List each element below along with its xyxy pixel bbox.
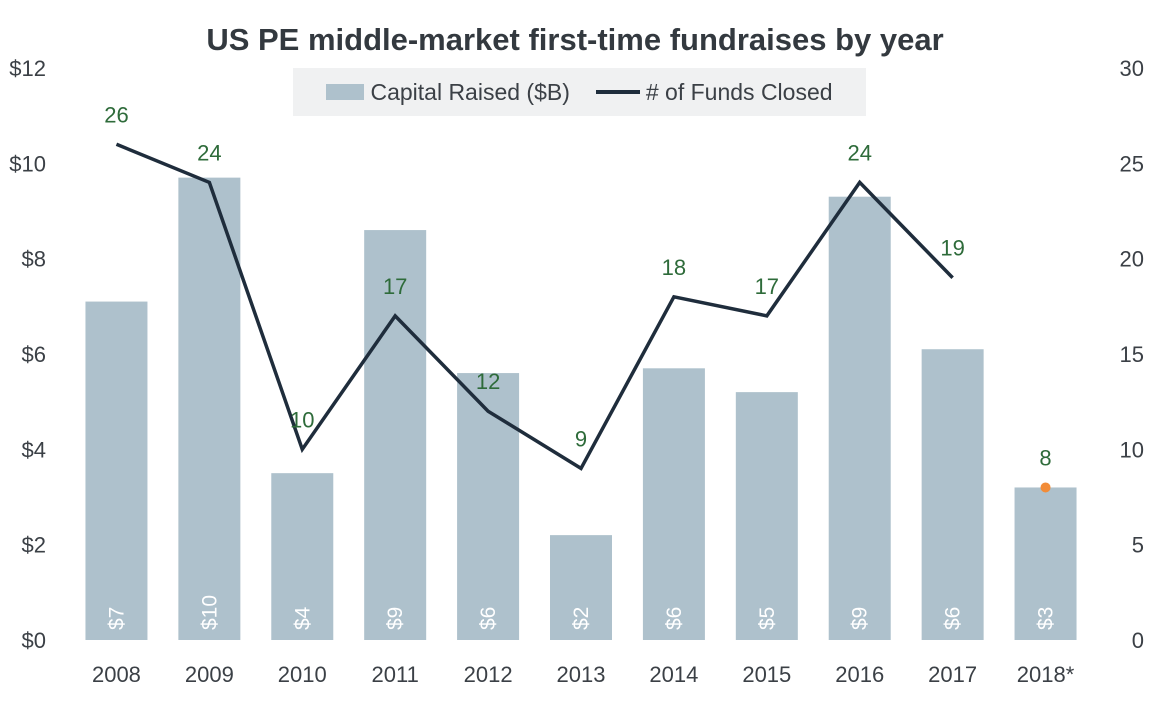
- bar-label-2008: $7: [105, 607, 128, 630]
- x-tick-2015: 2015: [742, 662, 791, 687]
- line-label-2011: 17: [383, 274, 407, 299]
- line-label-2009: 24: [197, 140, 221, 165]
- bar-2015: [735, 392, 798, 640]
- right-tick-15: 15: [1120, 342, 1144, 367]
- right-tick-0: 0: [1132, 628, 1144, 653]
- bar-label-2017: $6: [942, 607, 965, 630]
- line-label-2017: 19: [940, 236, 964, 261]
- bar-2013: [550, 535, 612, 640]
- legend-bar-swatch: [326, 84, 365, 100]
- bar-2014: [642, 368, 705, 640]
- bar-2018*: [1014, 487, 1077, 640]
- funds-closed-point-2018*: [1040, 482, 1051, 493]
- x-tick-2016: 2016: [835, 662, 884, 687]
- x-axis: 2008 2009 2010 2011 2012 2013 2014 2015 2016 2017…: [92, 662, 1075, 687]
- bar-labels: $7 $10 $4 $9 $6 $2 $6 $5 $9 $6 $3: [105, 595, 1057, 630]
- left-tick-0: $0: [22, 628, 46, 653]
- bar-2012: [457, 373, 520, 640]
- left-tick-4: $4: [22, 437, 46, 462]
- left-tick-8: $8: [22, 247, 46, 272]
- right-tick-10: 10: [1120, 437, 1144, 462]
- right-tick-20: 20: [1120, 247, 1144, 272]
- bar-label-2012: $6: [477, 607, 500, 630]
- line-label-2013: 9: [575, 426, 587, 451]
- x-tick-2012: 2012: [464, 662, 513, 687]
- bar-2010: [271, 473, 334, 640]
- funds-closed-line: [115, 142, 954, 471]
- x-tick-2009: 2009: [185, 662, 234, 687]
- chart-title: US PE middle-market first-time fundraise…: [206, 22, 944, 57]
- bar-label-2011: $9: [384, 607, 407, 630]
- legend-item-funds: # of Funds Closed: [595, 78, 833, 106]
- x-tick-2017: 2017: [928, 662, 977, 687]
- bar-2016: [828, 196, 891, 640]
- bar-2017: [921, 349, 984, 640]
- line-label-2008: 26: [104, 102, 128, 127]
- line-label-2010: 10: [290, 407, 314, 432]
- line-label-2012: 12: [476, 369, 500, 394]
- x-tick-2011: 2011: [372, 662, 419, 687]
- bar-series: [85, 177, 1077, 641]
- x-tick-2018*: 2018*: [1017, 662, 1075, 687]
- line-labels: 26 24 10 17 12 9 18 17 24 19 8: [104, 102, 1051, 470]
- bar-label-2018*: $3: [1035, 607, 1058, 630]
- x-tick-2010: 2010: [278, 662, 327, 687]
- line-series: [115, 142, 1051, 493]
- line-label-2014: 18: [662, 255, 686, 280]
- left-tick-2: $2: [22, 533, 46, 558]
- right-tick-30: 30: [1120, 56, 1144, 81]
- bar-2009: [178, 177, 241, 640]
- bar-label-2014: $6: [663, 607, 686, 630]
- x-tick-2014: 2014: [649, 662, 698, 687]
- legend-item-capital: Capital Raised ($B): [326, 78, 570, 106]
- legend-line-swatch: [595, 90, 640, 94]
- bar-label-2013: $2: [570, 607, 593, 630]
- chart-legend: Capital Raised ($B) # of Funds Closed: [293, 68, 866, 116]
- bar-label-2010: $4: [291, 606, 314, 630]
- left-tick-10: $10: [9, 151, 46, 176]
- left-tick-6: $6: [22, 342, 46, 367]
- left-axis: $0 $2 $4 $6 $8 $10 $12: [9, 56, 46, 653]
- legend-label-capital: Capital Raised ($B): [370, 78, 570, 105]
- line-label-2018*: 8: [1039, 445, 1051, 470]
- x-tick-2013: 2013: [557, 662, 606, 687]
- bar-label-2015: $5: [756, 607, 779, 630]
- bar-2008: [85, 301, 148, 640]
- right-tick-25: 25: [1120, 151, 1144, 176]
- bar-label-2016: $9: [849, 607, 872, 630]
- right-axis: 0 5 10 15 20 25 30: [1120, 56, 1144, 653]
- legend-label-funds: # of Funds Closed: [645, 78, 833, 105]
- left-tick-12: $12: [9, 56, 46, 81]
- bar-label-2009: $10: [198, 595, 221, 630]
- x-tick-2008: 2008: [92, 662, 141, 687]
- right-tick-5: 5: [1132, 533, 1144, 558]
- line-label-2016: 24: [847, 140, 871, 165]
- line-label-2015: 17: [755, 274, 779, 299]
- bar-2011: [364, 230, 427, 641]
